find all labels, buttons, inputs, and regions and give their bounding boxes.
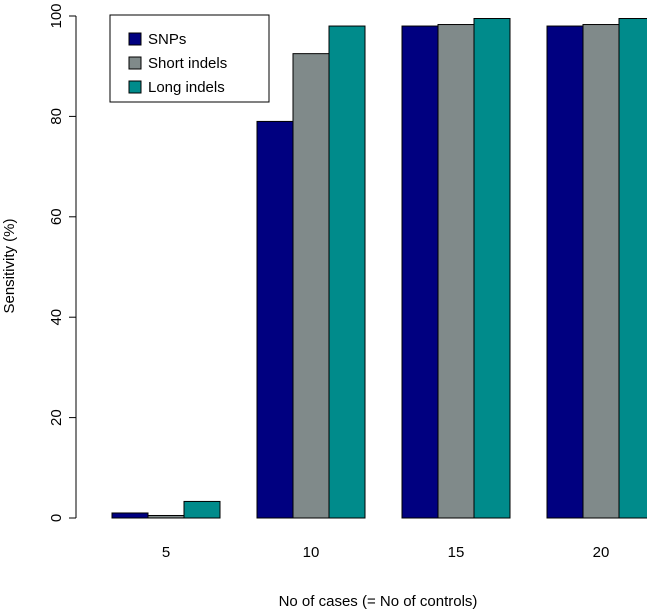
y-axis: 0 20 40 60 80 100 <box>48 3 77 522</box>
y-tick-label: 0 <box>48 514 65 522</box>
y-tick-label: 80 <box>48 108 65 125</box>
legend-label: Long indels <box>148 79 225 96</box>
y-tick-label: 20 <box>48 409 65 426</box>
x-axis-title: No of cases (= No of controls) <box>279 593 478 610</box>
legend-swatch <box>128 32 142 46</box>
y-axis-title: Sensitivity (%) <box>1 218 18 313</box>
bar-snps-20 <box>546 25 584 519</box>
bars <box>111 18 647 519</box>
bar-long-indels-15 <box>473 18 511 519</box>
x-axis-tick-labels: 5 10 15 20 <box>162 544 610 561</box>
legend: SNPs Short indels Long indels <box>109 14 270 103</box>
y-tick-label: 60 <box>48 208 65 225</box>
y-tick-label: 100 <box>48 3 65 28</box>
bar-snps-5 <box>111 512 149 519</box>
bar-long-indels-5 <box>183 500 221 519</box>
x-tick-label: 20 <box>593 544 610 561</box>
legend-label: SNPs <box>148 31 186 48</box>
bar-long-indels-20 <box>618 18 647 519</box>
x-tick-label: 5 <box>162 544 170 561</box>
legend-label: Short indels <box>148 55 227 72</box>
legend-swatch <box>128 80 142 94</box>
x-tick-label: 10 <box>303 544 320 561</box>
x-tick-label: 15 <box>448 544 465 561</box>
bar-short-indels-15 <box>437 24 475 519</box>
bar-short-indels-20 <box>582 24 620 519</box>
bar-short-indels-5 <box>147 514 185 519</box>
bar-snps-10 <box>256 120 294 519</box>
legend-swatch <box>128 56 142 70</box>
bar-long-indels-10 <box>328 25 366 519</box>
y-tick-label: 40 <box>48 309 65 326</box>
bar-short-indels-10 <box>292 53 330 519</box>
bar-snps-15 <box>401 25 439 519</box>
